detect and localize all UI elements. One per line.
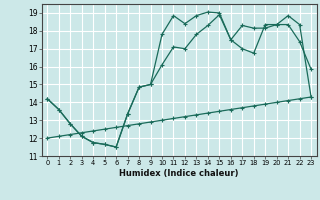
X-axis label: Humidex (Indice chaleur): Humidex (Indice chaleur)	[119, 169, 239, 178]
